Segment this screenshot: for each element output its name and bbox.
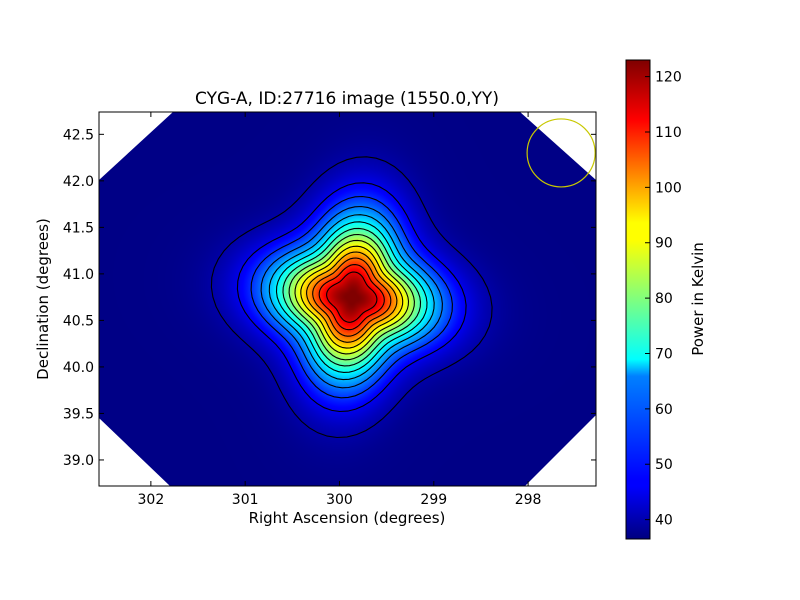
plot-area bbox=[99, 112, 596, 486]
contour-line bbox=[306, 251, 398, 343]
beam-circle bbox=[526, 118, 596, 188]
colorbar-tick-label: 120 bbox=[655, 70, 682, 86]
colorbar-label: Power in Kelvin bbox=[689, 242, 707, 356]
x-tick-label: 300 bbox=[326, 492, 353, 508]
colorbar-tick-label: 40 bbox=[655, 513, 673, 529]
plot-frame bbox=[98, 111, 597, 487]
y-tick-label: 39.0 bbox=[63, 453, 94, 469]
colorbar-tick-label: 50 bbox=[655, 457, 673, 473]
x-tick-label: 302 bbox=[138, 492, 165, 508]
colorbar-tick-label: 60 bbox=[655, 402, 673, 418]
contour-line bbox=[236, 182, 467, 413]
heatmap-image bbox=[99, 112, 596, 486]
x-tick-label: 299 bbox=[420, 492, 447, 508]
y-tick-label: 41.5 bbox=[63, 220, 94, 236]
y-axis: 39.0 39.5 40.0 40.5 41.0 41.5 42.0 42.5 bbox=[63, 127, 596, 469]
y-tick-label: 42.5 bbox=[63, 127, 94, 143]
y-tick-label: 41.0 bbox=[63, 267, 94, 283]
colorbar-tick-label: 70 bbox=[655, 346, 673, 362]
y-axis-label: Declination (degrees) bbox=[34, 218, 52, 380]
chart-title: CYG-A, ID:27716 image (1550.0,YY) bbox=[195, 89, 499, 109]
contour-line bbox=[318, 264, 385, 331]
contour-line bbox=[282, 227, 422, 367]
contour-line bbox=[275, 221, 428, 373]
x-tick-label: 298 bbox=[515, 492, 542, 508]
contour-line bbox=[326, 271, 378, 323]
y-tick-label: 40.0 bbox=[63, 360, 94, 376]
y-tick-label: 42.0 bbox=[63, 174, 94, 190]
colorbar-tick-label: 110 bbox=[655, 125, 682, 141]
x-axis: 302 301 300 299 298 bbox=[138, 112, 542, 508]
contour-lines bbox=[210, 156, 493, 439]
contour-line bbox=[294, 239, 410, 355]
x-axis-label: Right Ascension (degrees) bbox=[249, 509, 446, 527]
contour-line bbox=[300, 245, 404, 349]
colorbar-tick-label: 90 bbox=[655, 236, 673, 252]
contour-line bbox=[288, 233, 415, 361]
y-tick-label: 40.5 bbox=[63, 313, 94, 329]
contour-line bbox=[268, 214, 435, 381]
colorbar-tick-label: 80 bbox=[655, 291, 673, 307]
colorbar-ticks: 40 50 60 70 80 90 100 110 120 bbox=[645, 70, 682, 529]
contour-line bbox=[312, 257, 392, 337]
contour-line bbox=[210, 156, 493, 439]
y-tick-label: 39.5 bbox=[63, 406, 94, 422]
x-tick-label: 301 bbox=[232, 492, 259, 508]
colorbar-frame bbox=[625, 59, 651, 540]
colorbar-tick-label: 100 bbox=[655, 180, 682, 196]
colorbar: 40 50 60 70 80 90 100 110 120 Power in Kelvin bbox=[625, 59, 707, 540]
colorbar-gradient bbox=[626, 60, 650, 539]
contour-line bbox=[250, 195, 453, 399]
contour-line bbox=[260, 205, 443, 389]
